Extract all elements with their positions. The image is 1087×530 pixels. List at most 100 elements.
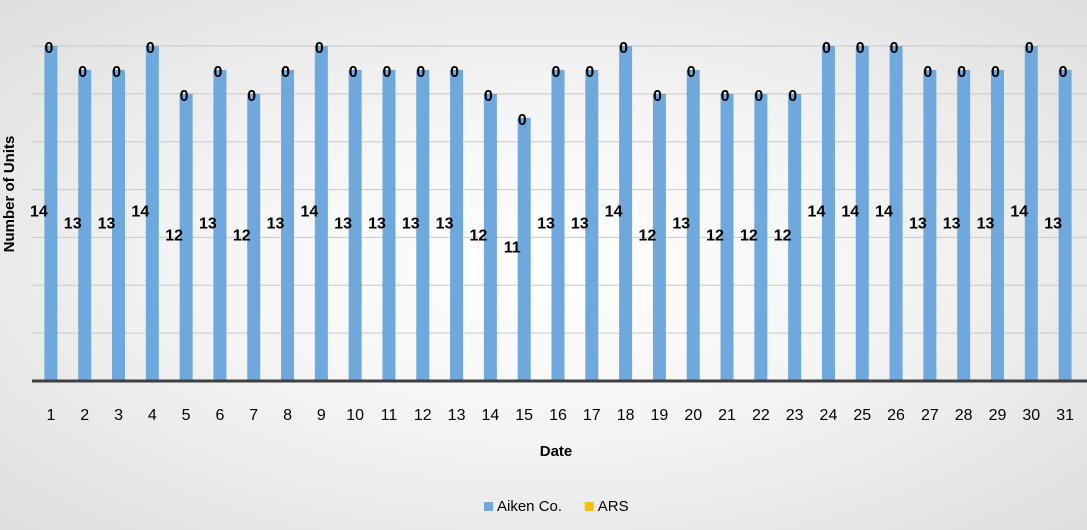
data-label-ars-13: 0 [450,64,459,81]
x-tick-labels: 1 2 3 4 5 6 7 8 9 10 11 12 13 14 15 16 17 18 19 20 21 22 23 24 2… [46,407,1074,424]
data-label-aiken-co--2: 13 [64,215,82,232]
bar-aiken-co--13 [450,69,464,381]
data-label-aiken-co--15: 11 [504,239,521,256]
data-label-ars-16: 0 [552,64,561,81]
data-label-aiken-co--29: 13 [977,215,995,232]
data-label-ars-19: 0 [653,88,662,105]
data-label-ars-31: 0 [1059,64,1068,81]
data-label-ars-1: 0 [44,40,53,57]
legend-label-aiken-co-: Aiken Co. [497,498,562,515]
data-label-aiken-co--20: 13 [672,215,690,232]
data-label-ars-11: 0 [383,64,392,81]
bar-aiken-co--4 [145,46,159,381]
data-label-aiken-co--31: 13 [1044,215,1062,232]
bar-aiken-co--29 [990,69,1004,381]
bar-aiken-co--21 [720,93,734,381]
data-label-aiken-co--27: 13 [909,215,927,232]
data-label-aiken-co--8: 13 [267,215,285,232]
bar-aiken-co--19 [652,93,666,381]
x-tick-label: 22 [752,407,770,424]
x-tick-label: 25 [853,407,871,424]
x-axis-title: Date [540,443,573,460]
bar-aiken-co--16 [551,69,565,381]
data-label-aiken-co--6: 13 [199,215,217,232]
y-axis-title: Number of Units [1,136,18,253]
data-label-aiken-co--23: 12 [774,227,792,244]
data-label-ars-25: 0 [856,40,865,57]
bar-aiken-co--6 [213,69,227,381]
data-label-ars-24: 0 [822,40,831,57]
data-label-aiken-co--24: 14 [808,204,826,221]
data-label-ars-12: 0 [416,64,425,81]
data-label-ars-7: 0 [247,88,256,105]
data-label-aiken-co--11: 13 [368,215,386,232]
bar-aiken-co--14 [483,93,497,381]
data-label-ars-18: 0 [619,40,628,57]
data-label-ars-20: 0 [687,64,696,81]
bar-aiken-co--17 [585,69,599,381]
x-tick-label: 7 [249,407,258,424]
data-label-aiken-co--7: 12 [233,227,251,244]
data-label-ars-6: 0 [213,64,222,81]
bar-aiken-co--15 [517,117,531,382]
data-label-ars-29: 0 [991,64,1000,81]
data-label-aiken-co--13: 13 [436,215,454,232]
data-label-aiken-co--4: 14 [131,204,149,221]
legend-swatch-ars [584,502,594,511]
data-label-aiken-co--25: 14 [841,204,859,221]
data-label-ars-8: 0 [281,64,290,81]
data-label-ars-9: 0 [315,40,324,57]
data-label-ars-10: 0 [349,64,358,81]
x-tick-label: 20 [684,407,702,424]
data-label-aiken-co--3: 13 [98,215,116,232]
data-label-aiken-co--1: 14 [30,204,48,221]
data-label-aiken-co--5: 12 [165,227,183,244]
x-tick-label: 8 [283,407,292,424]
data-labels: 14 0 13 0 13 0 14 0 12 0 13 0 12 0 13 0 14 0 13 0 13 0 13 0 13 0 1… [30,40,1068,256]
bar-aiken-co--8 [281,69,295,381]
x-tick-label: 28 [955,407,973,424]
bar-aiken-co--18 [619,46,633,381]
data-label-aiken-co--12: 13 [402,215,420,232]
data-label-ars-15: 0 [518,112,527,129]
x-tick-label: 15 [515,407,533,424]
data-label-aiken-co--21: 12 [706,227,724,244]
bar-aiken-co--26 [889,46,903,381]
x-tick-label: 10 [346,407,364,424]
data-label-ars-23: 0 [788,88,797,105]
x-tick-label: 2 [80,407,89,424]
bar-aiken-co--31 [1058,69,1072,381]
data-label-ars-2: 0 [78,64,87,81]
data-label-aiken-co--19: 12 [639,227,657,244]
data-label-aiken-co--26: 14 [875,204,893,221]
data-label-aiken-co--9: 14 [300,204,318,221]
x-tick-label: 11 [381,407,398,424]
bar-aiken-co--7 [247,93,261,381]
bar-aiken-co--2 [78,69,92,381]
x-tick-label: 24 [820,407,838,424]
data-label-aiken-co--17: 13 [571,215,589,232]
x-tick-label: 21 [718,407,736,424]
bar-aiken-co--1 [44,46,58,381]
x-tick-label: 18 [617,407,635,424]
data-label-ars-26: 0 [890,40,899,57]
bar-aiken-co--30 [1024,46,1038,381]
x-tick-label: 19 [651,407,669,424]
bar-aiken-co--11 [382,69,396,381]
data-label-ars-3: 0 [112,64,121,81]
bar-aiken-co--9 [314,46,328,381]
bar-aiken-co--10 [348,69,362,381]
x-tick-label: 27 [921,407,939,424]
x-tick-label: 26 [887,407,905,424]
data-label-ars-5: 0 [180,88,189,105]
bar-aiken-co--24 [821,46,835,381]
x-tick-label: 9 [317,407,326,424]
data-label-aiken-co--18: 14 [605,204,623,221]
x-tick-label: 16 [549,407,567,424]
bars [44,46,1072,382]
data-label-ars-21: 0 [721,88,730,105]
x-tick-label: 3 [114,407,123,424]
data-label-aiken-co--14: 12 [469,227,487,244]
legend-label-ars: ARS [598,498,629,515]
